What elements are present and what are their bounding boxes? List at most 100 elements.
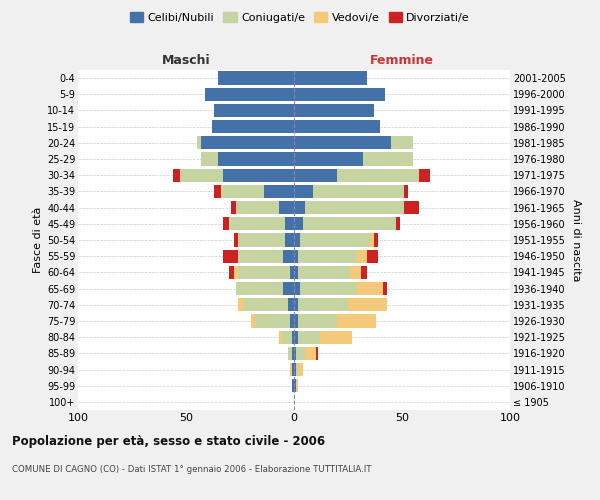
Bar — [283, 250, 294, 263]
Bar — [294, 72, 367, 85]
Bar — [391, 136, 413, 149]
Bar — [292, 346, 294, 360]
Bar — [279, 330, 283, 344]
Bar — [218, 72, 294, 85]
Bar — [255, 314, 290, 328]
Bar — [223, 250, 238, 263]
Bar — [374, 234, 378, 246]
Bar — [294, 234, 301, 246]
Bar — [214, 185, 221, 198]
Bar — [214, 104, 294, 117]
Legend: Celibi/Nubili, Coniugati/e, Vedovi/e, Divorziati/e: Celibi/Nubili, Coniugati/e, Vedovi/e, Di… — [125, 8, 475, 28]
Bar — [367, 250, 378, 263]
Bar — [294, 201, 305, 214]
Bar — [361, 266, 367, 279]
Bar — [298, 266, 350, 279]
Bar — [223, 168, 294, 182]
Bar — [404, 185, 409, 198]
Text: Femmine: Femmine — [370, 54, 434, 66]
Bar — [294, 104, 374, 117]
Bar — [236, 282, 283, 295]
Bar — [298, 363, 302, 376]
Bar — [370, 234, 374, 246]
Bar — [337, 314, 376, 328]
Bar — [283, 330, 292, 344]
Bar — [201, 152, 218, 166]
Bar — [294, 185, 313, 198]
Bar — [294, 298, 298, 312]
Bar — [320, 330, 352, 344]
Bar — [296, 363, 298, 376]
Bar — [173, 168, 179, 182]
Bar — [279, 201, 294, 214]
Bar — [292, 363, 294, 376]
Bar — [301, 282, 356, 295]
Bar — [232, 201, 236, 214]
Bar — [404, 201, 419, 214]
Bar — [419, 168, 430, 182]
Bar — [294, 152, 363, 166]
Bar — [294, 266, 298, 279]
Bar — [223, 217, 229, 230]
Bar — [302, 217, 395, 230]
Bar — [383, 282, 387, 295]
Bar — [238, 250, 283, 263]
Bar — [283, 282, 294, 295]
Bar — [251, 314, 255, 328]
Bar — [316, 346, 318, 360]
Bar — [348, 298, 387, 312]
Bar — [305, 201, 404, 214]
Bar — [356, 250, 367, 263]
Bar — [294, 346, 296, 360]
Bar — [264, 185, 294, 198]
Bar — [301, 234, 370, 246]
Bar — [395, 217, 400, 230]
Bar — [286, 234, 294, 246]
Bar — [294, 250, 298, 263]
Bar — [197, 136, 201, 149]
Bar — [298, 250, 356, 263]
Bar — [350, 266, 361, 279]
Y-axis label: Fasce di età: Fasce di età — [32, 207, 43, 273]
Bar — [298, 298, 348, 312]
Bar — [294, 314, 298, 328]
Bar — [294, 363, 296, 376]
Bar — [290, 266, 294, 279]
Y-axis label: Anni di nascita: Anni di nascita — [571, 198, 581, 281]
Bar — [290, 314, 294, 328]
Bar — [236, 201, 279, 214]
Bar — [238, 298, 244, 312]
Bar — [201, 136, 294, 149]
Text: COMUNE DI CAGNO (CO) - Dati ISTAT 1° gennaio 2006 - Elaborazione TUTTITALIA.IT: COMUNE DI CAGNO (CO) - Dati ISTAT 1° gen… — [12, 465, 371, 474]
Bar — [294, 136, 391, 149]
Bar — [298, 330, 320, 344]
Text: Maschi: Maschi — [161, 54, 211, 66]
Bar — [287, 346, 292, 360]
Bar — [292, 379, 294, 392]
Bar — [363, 152, 413, 166]
Bar — [233, 234, 238, 246]
Bar — [356, 282, 383, 295]
Bar — [229, 266, 233, 279]
Bar — [294, 282, 301, 295]
Bar — [294, 330, 298, 344]
Bar — [294, 217, 302, 230]
Text: Popolazione per età, sesso e stato civile - 2006: Popolazione per età, sesso e stato civil… — [12, 435, 325, 448]
Bar — [305, 346, 316, 360]
Bar — [286, 217, 294, 230]
Bar — [296, 379, 298, 392]
Bar — [212, 120, 294, 134]
Bar — [238, 266, 290, 279]
Bar — [292, 330, 294, 344]
Bar — [298, 314, 337, 328]
Bar — [233, 266, 238, 279]
Bar — [294, 120, 380, 134]
Bar — [294, 88, 385, 101]
Bar — [229, 217, 286, 230]
Bar — [337, 168, 419, 182]
Bar — [244, 298, 287, 312]
Bar — [238, 234, 286, 246]
Bar — [313, 185, 404, 198]
Bar — [294, 379, 296, 392]
Bar — [290, 363, 292, 376]
